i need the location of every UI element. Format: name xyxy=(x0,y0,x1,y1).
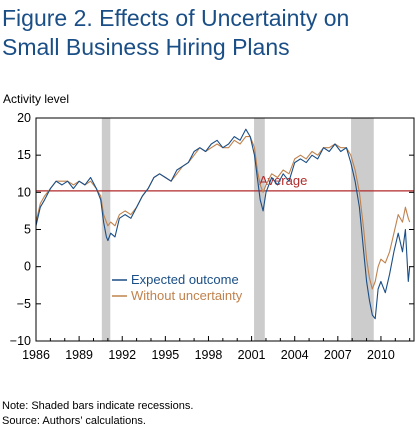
x-tick-label: 1989 xyxy=(65,348,93,362)
legend-label: Without uncertainty xyxy=(131,288,243,303)
recession-note: Note: Shaded bars indicate recessions. xyxy=(2,400,194,412)
y-axis-label: Activity level xyxy=(3,92,70,106)
recession-bands xyxy=(101,118,374,341)
x-tick-label: 1992 xyxy=(108,348,136,362)
y-tick-label: 10 xyxy=(17,185,31,199)
x-tick-label: 2004 xyxy=(281,348,309,362)
y-tick-label: −5 xyxy=(17,297,31,311)
y-tick-label: 20 xyxy=(17,111,31,125)
recession-band-1 xyxy=(101,118,111,341)
y-tick-label: 15 xyxy=(17,148,31,162)
average-label: Average xyxy=(259,173,307,188)
recession-band-3 xyxy=(351,118,374,341)
y-tick-label: 5 xyxy=(24,223,31,237)
x-tick-label: 1995 xyxy=(151,348,179,362)
source-note: Source: Authors’ calculations. xyxy=(2,415,146,427)
x-axis-ticks: 1986 1989 1992 1995 1998 2001 2004 2007 2010 xyxy=(22,336,411,362)
x-tick-label: 2007 xyxy=(324,348,352,362)
x-tick-label: 1998 xyxy=(195,348,223,362)
x-tick-label: 2010 xyxy=(367,348,395,362)
series-lines xyxy=(35,128,411,320)
series-line-expected-outcome xyxy=(35,128,411,320)
recession-band-2 xyxy=(254,118,265,341)
y-axis-ticks: 20 15 10 5 0 −5 −10 xyxy=(10,111,414,348)
series-line-without-uncertainty xyxy=(35,136,411,290)
chart-title: Figure 2. Effects of Uncertainty on Smal… xyxy=(2,5,350,60)
y-tick-label: −10 xyxy=(10,334,31,348)
legend-label: Expected outcome xyxy=(131,272,239,287)
y-tick-label: 0 xyxy=(24,260,31,274)
x-tick-label: 1986 xyxy=(22,348,50,362)
x-tick-label: 2001 xyxy=(238,348,266,362)
